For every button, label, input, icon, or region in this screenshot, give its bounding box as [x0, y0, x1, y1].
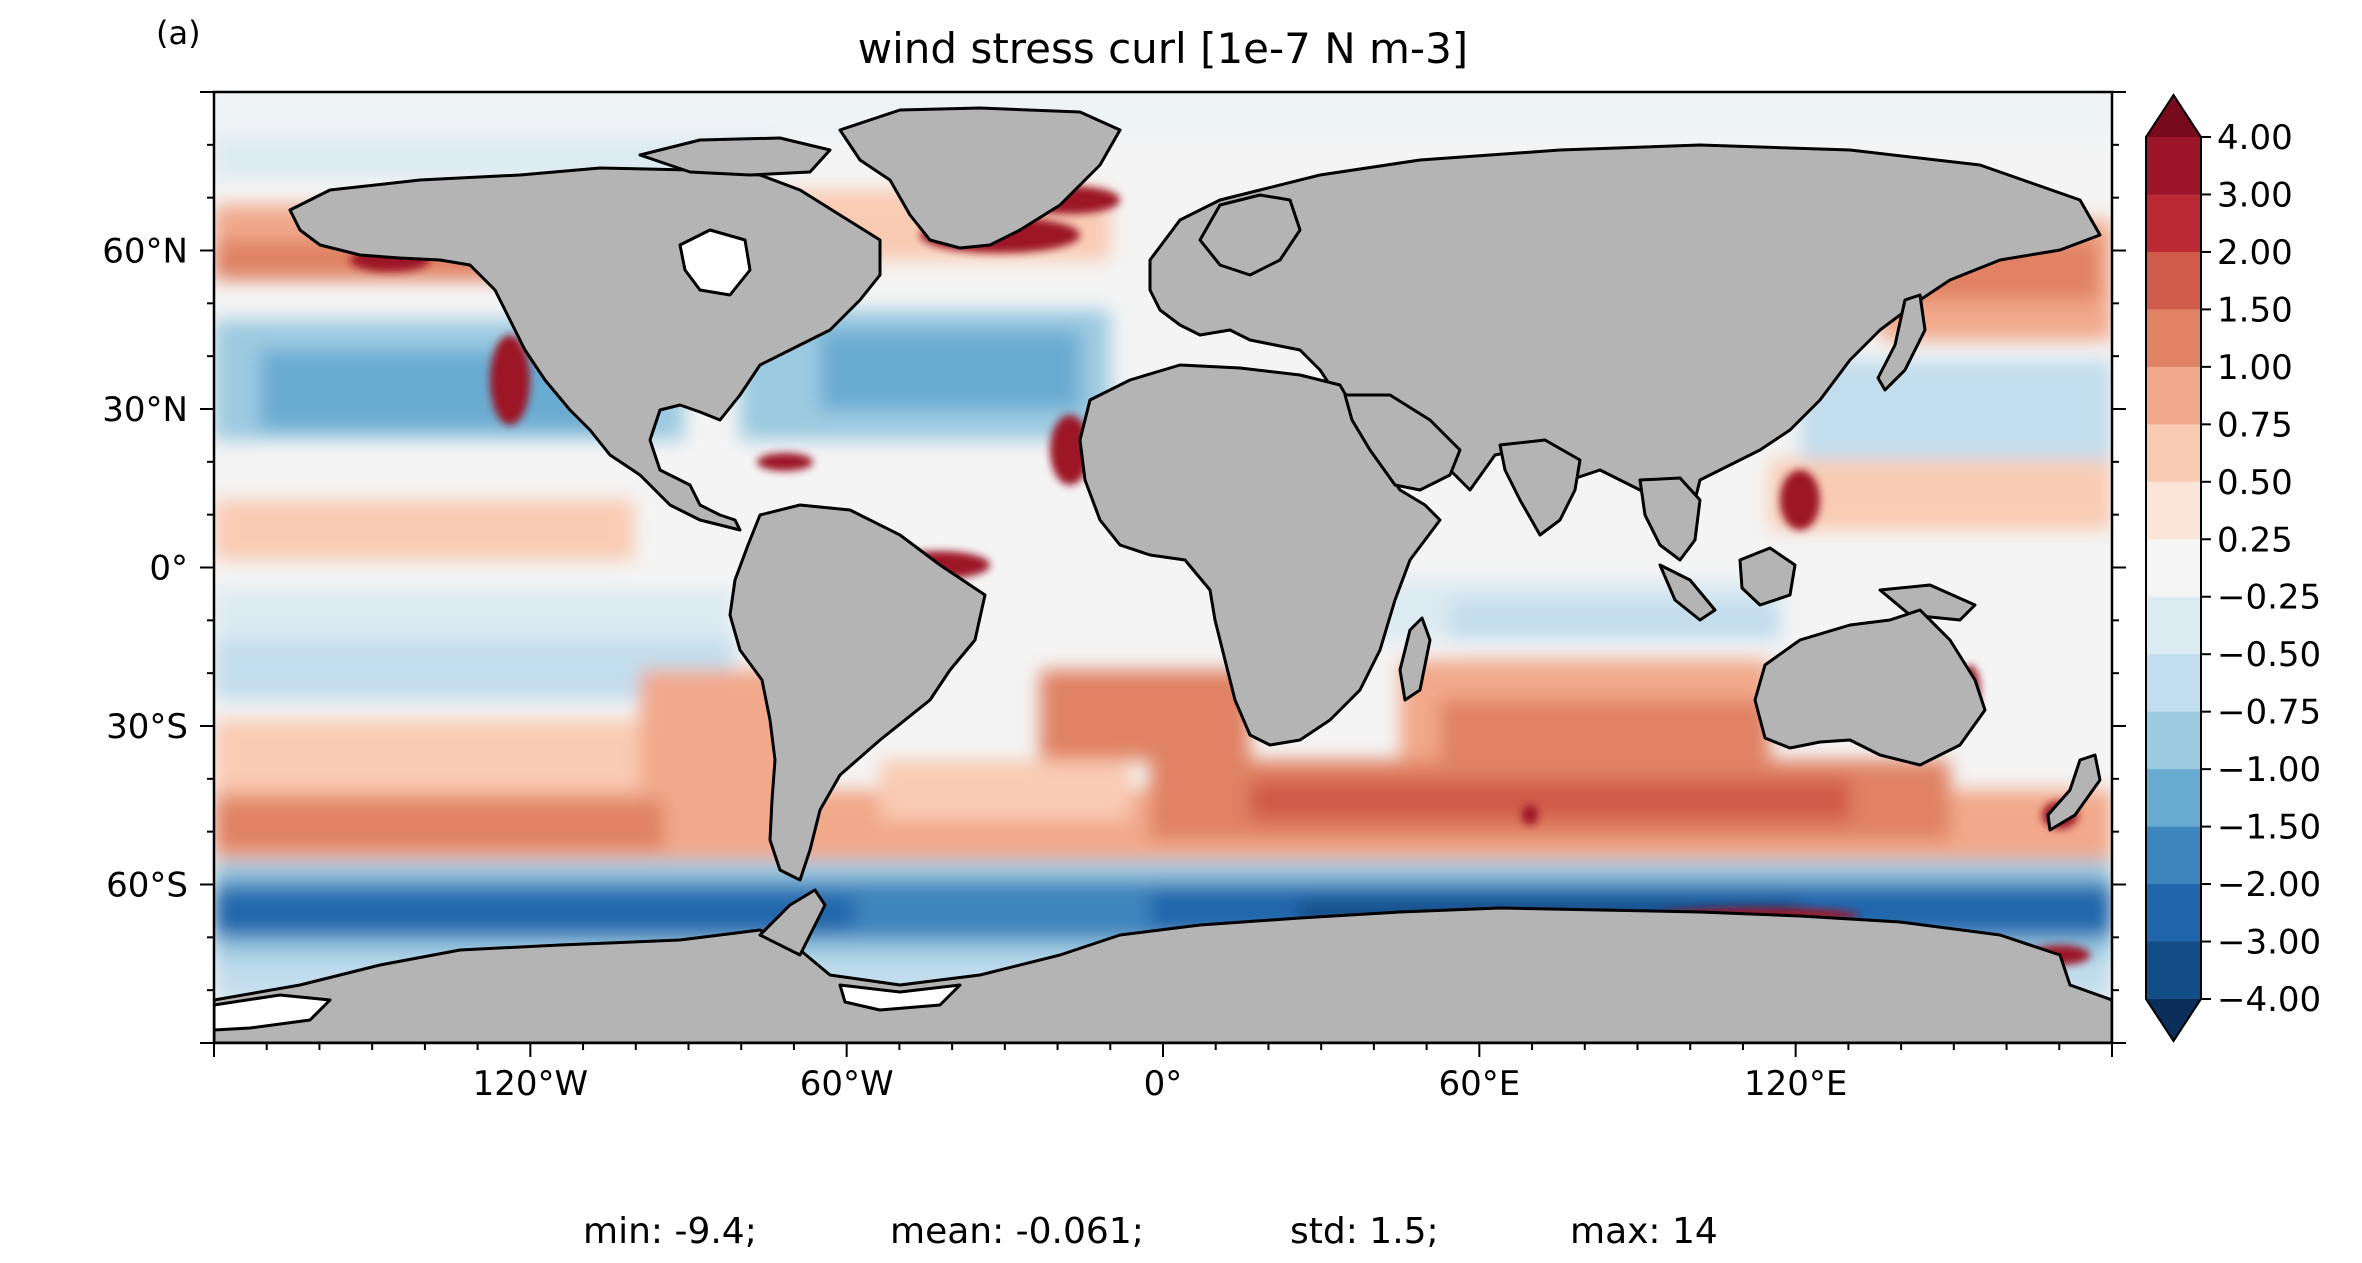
colorbar-tick-label: 1.50	[2217, 290, 2293, 330]
y-tick-label: 60°N	[102, 232, 188, 272]
antarctic-peninsula	[758, 888, 827, 957]
land	[214, 106, 2112, 1043]
colorbar-tick-label: −4.00	[2217, 980, 2321, 1020]
colorbar-tick-label: 0.75	[2217, 405, 2293, 445]
colorbar-tick-label: 0.50	[2217, 463, 2293, 503]
sumatra	[1658, 563, 1717, 622]
colorbar-tick-label: −1.50	[2217, 808, 2321, 848]
colorbar-band	[2146, 194, 2201, 253]
colorbar-band	[2146, 596, 2201, 655]
stat-min: min: -9.4;	[583, 1211, 757, 1252]
colorbar-band	[2146, 711, 2201, 770]
stat-max: max: 14	[1570, 1211, 1718, 1252]
colorbar: 4.00 3.00 2.00 1.50 1.00 0.75 0.50 0.25 −0.25 −0.…	[2145, 93, 2321, 1043]
colorbar-band	[2146, 539, 2201, 598]
greenland	[838, 106, 1122, 250]
colorbar-band	[2146, 769, 2201, 828]
colorbar-tick-label: 2.00	[2217, 233, 2293, 273]
y-tick-label: 60°S	[106, 866, 188, 906]
colorbar-band	[2146, 826, 2201, 885]
colorbar-band	[2146, 481, 2201, 540]
colorbar-band	[2146, 137, 2201, 195]
africa	[1078, 363, 1442, 747]
x-tick-label: 120°W	[473, 1064, 589, 1104]
colorbar-band	[2146, 941, 2201, 1000]
colorbar-tick-label: 4.00	[2217, 118, 2293, 158]
colorbar-extend-min	[2146, 999, 2201, 1041]
colorbar-tick-label: −0.25	[2217, 578, 2321, 618]
arabia	[1343, 393, 1462, 492]
japan	[1876, 293, 1927, 392]
colorbar-band	[2146, 251, 2201, 310]
chart-title: wind stress curl [1e-7 N m-3]	[858, 24, 1468, 73]
arctic-islands	[638, 136, 832, 177]
colorbar-tick-label: 3.00	[2217, 175, 2293, 215]
y-tick-label: 0°	[149, 549, 188, 589]
x-tick-label: 60°W	[800, 1064, 894, 1104]
india	[1498, 438, 1582, 537]
colorbar-tick-label: −2.00	[2217, 865, 2321, 905]
y-tick-label: 30°S	[106, 707, 188, 747]
antarctica	[214, 906, 2112, 1043]
colorbar-band	[2146, 654, 2201, 713]
scandinavia	[1198, 193, 1302, 277]
x-tick-label: 0°	[1144, 1064, 1183, 1104]
south-america	[728, 503, 987, 882]
colorbar-band	[2146, 884, 2201, 943]
stat-std: std: 1.5;	[1290, 1211, 1439, 1252]
y-tick-label: 30°N	[102, 390, 188, 430]
colorbar-tick-label: −1.00	[2217, 750, 2321, 790]
colorbar-band	[2146, 424, 2201, 483]
colorbar-tick-label: −0.50	[2217, 635, 2321, 675]
new-guinea	[1878, 583, 1977, 622]
indochina	[1638, 476, 1702, 562]
new-zealand	[2046, 753, 2102, 832]
ross-ice-shelf	[214, 993, 332, 1032]
colorbar-band	[2146, 366, 2201, 425]
colorbar-tick-label: 1.00	[2217, 348, 2293, 388]
panel-label: (a)	[156, 14, 201, 52]
colorbar-tick-label: 0.25	[2217, 520, 2293, 560]
y-axis: 60°N 30°N 0° 30°S 60°S	[102, 91, 2126, 1044]
madagascar	[1398, 616, 1432, 702]
x-tick-label: 60°E	[1438, 1064, 1520, 1104]
map	[214, 92, 2112, 1043]
colorbar-tick-label: −0.75	[2217, 693, 2321, 733]
x-axis: 120°W 60°W 0° 60°E 120°E	[213, 1043, 2113, 1104]
stat-mean: mean: -0.061;	[890, 1211, 1144, 1252]
hudson-bay	[678, 228, 752, 297]
x-tick-label: 120°E	[1744, 1064, 1847, 1104]
colorbar-tick-label: −3.00	[2217, 923, 2321, 963]
colorbar-band	[2146, 309, 2201, 368]
colorbar-extend-max	[2146, 95, 2201, 137]
weddell-ice-shelf	[838, 983, 962, 1012]
stats-line: min: -9.4; mean: -0.061; std: 1.5; max: …	[583, 1211, 1718, 1252]
australia	[1753, 608, 1987, 767]
borneo	[1738, 546, 1797, 607]
